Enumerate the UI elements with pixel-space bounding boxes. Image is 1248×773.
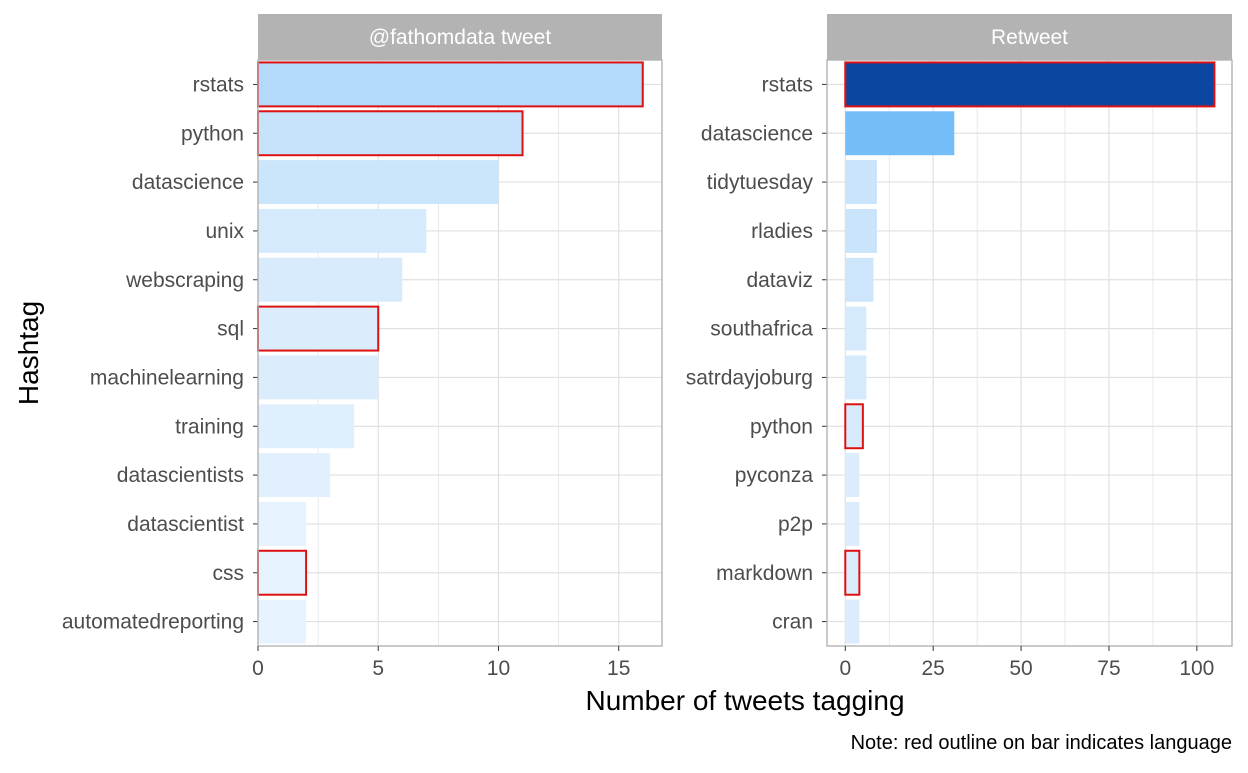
panel-1-category-label-unix: unix bbox=[205, 220, 244, 243]
panel-1-category-label-rstats: rstats bbox=[193, 73, 244, 96]
panel-1-background bbox=[258, 60, 662, 646]
panel-2-bar-cran bbox=[845, 599, 860, 644]
panel-1-bar-automatedreporting bbox=[258, 599, 307, 644]
panel-2-xtick-label-2: 25 bbox=[921, 657, 944, 680]
panel-1-category-label-automatedreporting: automatedreporting bbox=[62, 611, 244, 634]
panel-2-bar-rstats bbox=[844, 61, 1216, 108]
panel-2-category-label-dataviz: dataviz bbox=[746, 269, 813, 292]
panel-2-bar-dataviz bbox=[845, 257, 874, 302]
panel-1-category-label-css: css bbox=[213, 562, 245, 585]
panel-2-category-label-rstats: rstats bbox=[762, 73, 813, 96]
panel-2-bar-markdown bbox=[844, 549, 861, 596]
panel-1-bar-unix bbox=[258, 208, 427, 253]
panel-1-bar-machinelearning bbox=[258, 355, 379, 400]
panel-1-xtick-label-1: 0 bbox=[252, 657, 264, 680]
panel-2-bar-p2p bbox=[845, 501, 860, 546]
panel-2-bar-pyconza bbox=[845, 453, 860, 498]
panel-2-category-label-python: python bbox=[750, 415, 813, 438]
panel-2-bar-satrdayjoburg bbox=[845, 355, 867, 400]
panel-1-category-label-sql: sql bbox=[217, 318, 244, 341]
panel-1-title: @fathomdata tweet bbox=[369, 26, 552, 49]
panel-2-bar-datascience bbox=[845, 111, 955, 156]
panel-2-category-label-satrdayjoburg: satrdayjoburg bbox=[686, 366, 813, 389]
panel-2-xtick-label-5: 100 bbox=[1179, 657, 1214, 680]
panel-1-category-label-datascientist: datascientist bbox=[127, 513, 244, 536]
chart-caption: Note: red outline on bar indicates langu… bbox=[851, 732, 1232, 754]
panel-2-title: Retweet bbox=[991, 26, 1068, 49]
panel-2-xtick-label-1: 0 bbox=[839, 657, 851, 680]
panel-2-category-label-southafrica: southafrica bbox=[710, 318, 813, 341]
panel-2-border bbox=[826, 59, 1233, 647]
panel-1-category-label-datascientists: datascientists bbox=[117, 464, 244, 487]
panel-1-bar-sql bbox=[257, 305, 380, 352]
panel-1-bar-css bbox=[257, 549, 308, 596]
panel-1-border bbox=[257, 59, 663, 647]
panel-2-strip bbox=[827, 14, 1232, 60]
panel-1-bar-training bbox=[258, 404, 355, 449]
panel-1-xtick-label-4: 15 bbox=[607, 657, 630, 680]
panel-2-xtick-label-4: 75 bbox=[1097, 657, 1120, 680]
panel-2-category-label-rladies: rladies bbox=[751, 220, 813, 243]
panel-2-category-label-tidytuesday: tidytuesday bbox=[707, 171, 814, 194]
panel-1-bar-python bbox=[257, 110, 524, 157]
y-axis-title: Hashtag bbox=[13, 301, 44, 405]
panel-1-strip bbox=[258, 14, 662, 60]
panel-2-xtick-label-3: 50 bbox=[1009, 657, 1032, 680]
panel-1-bar-datascientist bbox=[258, 501, 307, 546]
panel-1-xtick-label-2: 5 bbox=[372, 657, 384, 680]
panel-2-category-label-datascience: datascience bbox=[701, 122, 813, 145]
panel-1-category-label-datascience: datascience bbox=[132, 171, 244, 194]
panel-2-bar-rladies bbox=[845, 208, 877, 253]
panel-2-bar-python bbox=[844, 403, 864, 450]
panel-1-category-label-training: training bbox=[175, 415, 244, 438]
panel-2-category-label-cran: cran bbox=[772, 611, 813, 634]
x-axis-title: Number of tweets tagging bbox=[585, 685, 904, 716]
panel-1-bar-rstats bbox=[257, 61, 644, 108]
panel-2-category-label-p2p: p2p bbox=[778, 513, 813, 536]
panel-1-bar-datascience bbox=[258, 160, 499, 205]
panel-2-background bbox=[827, 60, 1232, 646]
panel-2-bar-tidytuesday bbox=[845, 160, 877, 205]
panel-2-bar-southafrica bbox=[845, 306, 867, 351]
panel-2-category-label-pyconza: pyconza bbox=[735, 464, 814, 487]
panel-2-category-label-markdown: markdown bbox=[716, 562, 813, 585]
panel-1-category-label-webscraping: webscraping bbox=[125, 269, 244, 292]
panel-1-category-label-machinelearning: machinelearning bbox=[90, 366, 244, 389]
panel-1-bar-webscraping bbox=[258, 257, 403, 302]
panel-1-bar-datascientists bbox=[258, 453, 331, 498]
panel-1-category-label-python: python bbox=[181, 122, 244, 145]
panel-1-xtick-label-3: 10 bbox=[487, 657, 510, 680]
